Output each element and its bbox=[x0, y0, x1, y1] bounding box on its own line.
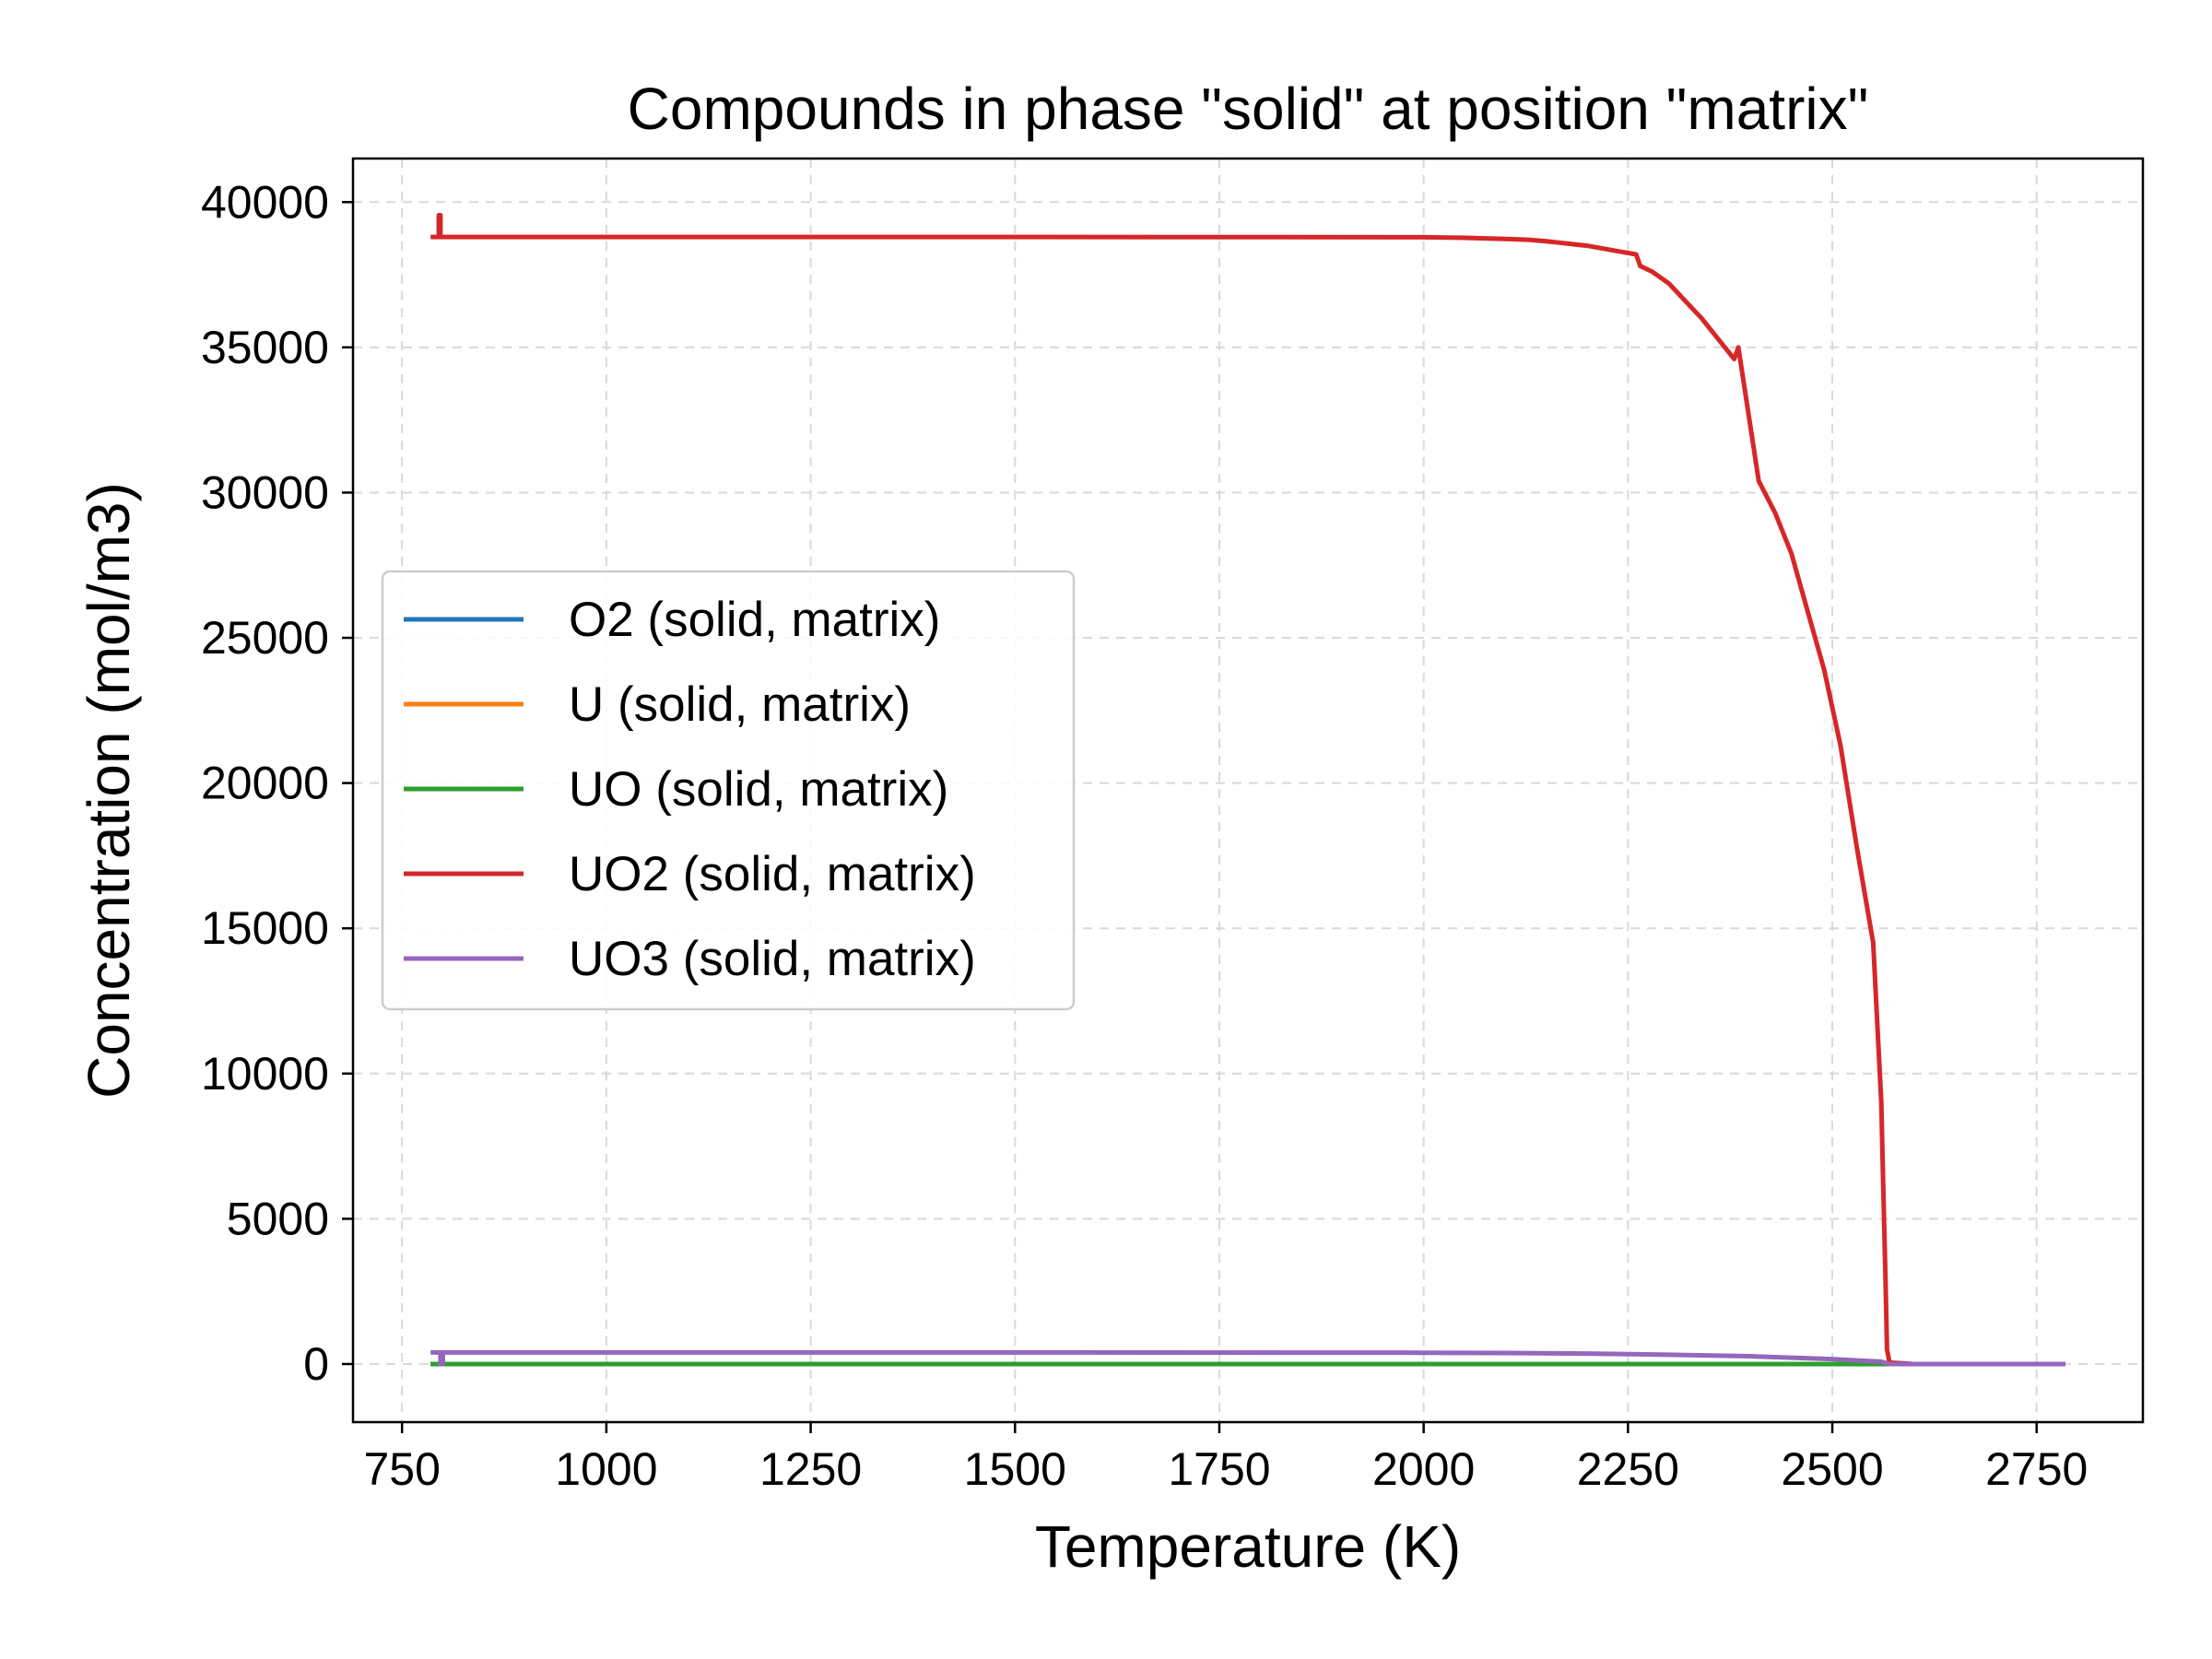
legend-label-u-solid-matrix: U (solid, matrix) bbox=[569, 677, 911, 732]
y-tick-label: 30000 bbox=[201, 466, 329, 518]
x-tick-label: 2000 bbox=[1372, 1443, 1475, 1495]
legend-label-uo2-solid-matrix: UO2 (solid, matrix) bbox=[569, 847, 976, 901]
y-tick-label: 15000 bbox=[201, 902, 329, 954]
x-tick-label: 750 bbox=[363, 1443, 440, 1495]
y-axis-label: Concentration (mol/m3) bbox=[76, 482, 142, 1099]
series-line-uo2-solid-matrix bbox=[430, 213, 2065, 1367]
plot-series bbox=[430, 213, 2065, 1367]
legend-label-uo-solid-matrix: UO (solid, matrix) bbox=[569, 762, 948, 817]
y-axis-ticks: 0 5000 10000 15000 20000 25000 30000 35000 40000 bbox=[201, 176, 353, 1390]
y-tick-label: 5000 bbox=[227, 1193, 329, 1244]
legend: O2 (solid, matrix) U (solid, matrix) UO (s… bbox=[381, 570, 1076, 1011]
x-tick-label: 2750 bbox=[1985, 1443, 2088, 1495]
y-tick-label: 40000 bbox=[201, 176, 329, 228]
x-tick-label: 1500 bbox=[964, 1443, 1066, 1495]
y-tick-label: 0 bbox=[303, 1338, 329, 1390]
legend-frame bbox=[381, 570, 1076, 1011]
x-axis-ticks: 750 1000 1250 1500 1750 2000 2250 2500 2750 bbox=[363, 1422, 2088, 1495]
x-tick-label: 2250 bbox=[1577, 1443, 1679, 1495]
x-tick-label: 1750 bbox=[1168, 1443, 1270, 1495]
x-tick-label: 1250 bbox=[759, 1443, 862, 1495]
axes-frame bbox=[351, 157, 2145, 1424]
legend-label-uo3-solid-matrix: UO3 (solid, matrix) bbox=[569, 932, 976, 986]
x-tick-label: 2500 bbox=[1781, 1443, 1883, 1495]
chart-title: Compounds in phase "solid" at position "… bbox=[628, 76, 1869, 142]
series-line-uo3-solid-matrix bbox=[430, 1349, 2065, 1367]
legend-label-o2-solid-matrix: O2 (solid, matrix) bbox=[569, 593, 940, 647]
x-tick-label: 1000 bbox=[555, 1443, 657, 1495]
y-tick-label: 35000 bbox=[201, 322, 329, 373]
y-tick-label: 10000 bbox=[201, 1048, 329, 1100]
y-tick-label: 20000 bbox=[201, 758, 329, 809]
x-axis-label: Temperature (K) bbox=[1035, 1513, 1461, 1580]
y-tick-label: 25000 bbox=[201, 612, 329, 664]
